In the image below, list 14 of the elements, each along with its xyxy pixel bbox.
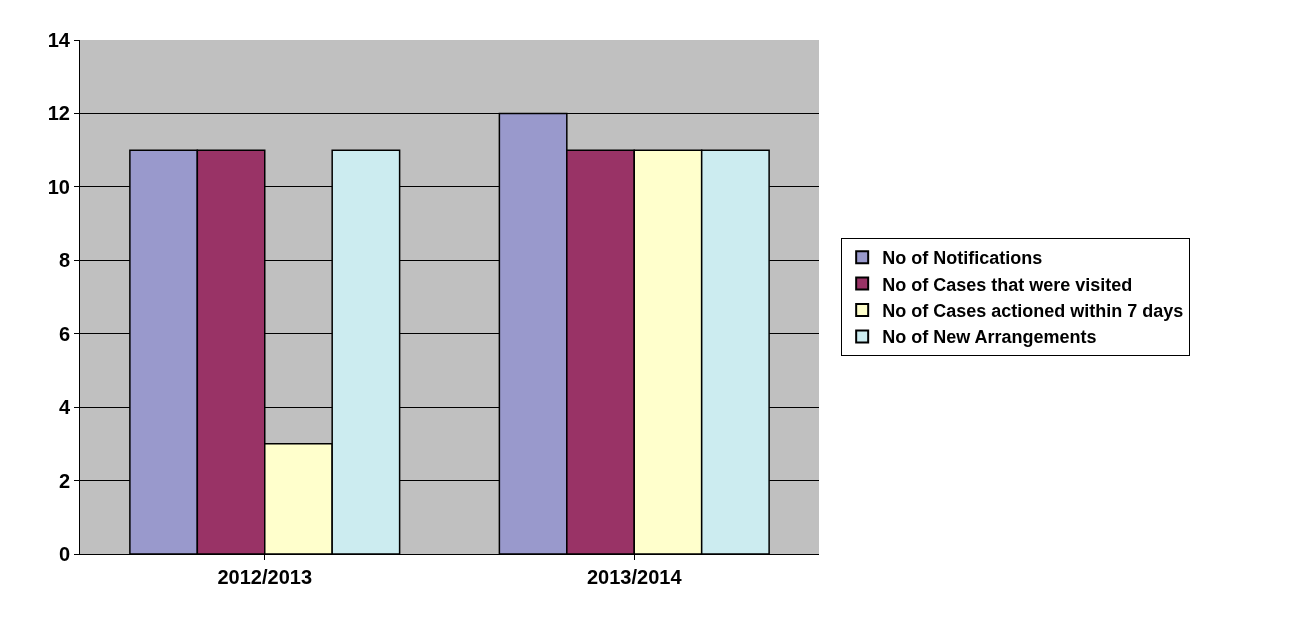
x-tick-label: 2012/2013 (217, 566, 313, 588)
y-tick-label: 4 (58, 396, 71, 419)
y-tick-label: 10 (47, 175, 70, 198)
legend-label: No of Notifications (882, 248, 1043, 269)
legend-label: No of Cases actioned within 7 days (882, 301, 1184, 322)
y-tick-label: 6 (58, 322, 70, 345)
legend-label: No of New Arrangements (882, 327, 1097, 348)
y-tick-label: 12 (47, 102, 70, 125)
y-tick-label: 0 (58, 543, 70, 565)
y-tick-label: 2 (58, 469, 70, 492)
y-tick-label: 14 (47, 29, 71, 51)
y-tick-label: 8 (58, 249, 70, 272)
x-tick-label: 2013/2014 (586, 566, 683, 588)
legend-label: No of Cases that were visited (882, 274, 1133, 295)
